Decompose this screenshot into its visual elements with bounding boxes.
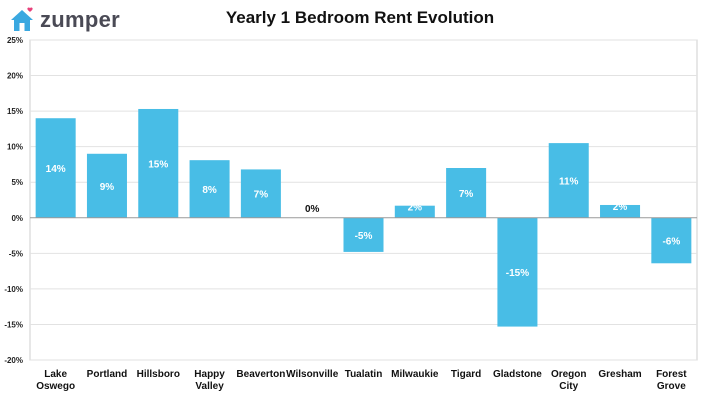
y-tick-label: 15% bbox=[7, 107, 23, 116]
bar bbox=[189, 160, 230, 218]
x-tick-label: Tualatin bbox=[345, 369, 383, 380]
y-tick-label: -5% bbox=[9, 249, 23, 258]
y-tick-label: 20% bbox=[7, 72, 23, 81]
x-tick-label: Gresham bbox=[598, 369, 641, 380]
bar bbox=[600, 204, 641, 218]
data-label: -6% bbox=[662, 237, 680, 248]
data-label: 2% bbox=[613, 202, 628, 213]
y-tick-label: 5% bbox=[11, 178, 23, 187]
y-tick-label: -10% bbox=[4, 285, 23, 294]
data-label: -5% bbox=[355, 231, 373, 242]
bar bbox=[394, 205, 435, 218]
bar bbox=[651, 217, 692, 264]
data-label: 7% bbox=[459, 189, 474, 200]
bar bbox=[35, 118, 76, 218]
y-tick-label: 0% bbox=[11, 214, 23, 223]
brand-logo: zumper bbox=[8, 6, 120, 34]
brand-name: zumper bbox=[40, 7, 121, 32]
bar bbox=[86, 153, 127, 218]
bar bbox=[497, 217, 538, 327]
data-label: 11% bbox=[559, 176, 579, 187]
chart-title: Yearly 1 Bedroom Rent Evolution bbox=[225, 8, 495, 27]
bar bbox=[240, 169, 281, 218]
plot-area bbox=[29, 39, 698, 361]
data-label: 2% bbox=[408, 203, 423, 214]
bar bbox=[138, 108, 179, 218]
x-tick-label: Lake Oswego bbox=[36, 369, 75, 392]
x-tick-label: Oregon City bbox=[551, 369, 587, 392]
x-tick-label: Tigard bbox=[451, 369, 481, 380]
y-tick-label: 25% bbox=[7, 36, 23, 45]
x-tick-label: Beaverton bbox=[236, 369, 285, 380]
y-tick-label: -20% bbox=[4, 356, 23, 365]
x-tick-label: Portland bbox=[87, 369, 128, 380]
bar bbox=[446, 168, 487, 218]
data-label: 9% bbox=[100, 182, 115, 193]
data-label: 15% bbox=[148, 159, 168, 170]
data-label: 7% bbox=[254, 190, 269, 201]
data-label: -15% bbox=[506, 268, 529, 279]
x-tick-label: Wilsonville bbox=[286, 369, 339, 380]
house-icon bbox=[11, 7, 33, 31]
x-tick-label: Milwaukie bbox=[391, 369, 439, 380]
x-tick-label: Gladstone bbox=[493, 369, 542, 380]
heart-icon bbox=[27, 7, 33, 12]
bar bbox=[548, 143, 589, 218]
x-tick-label: Forest Grove bbox=[656, 369, 687, 392]
y-tick-label: -15% bbox=[4, 320, 23, 329]
data-label: 8% bbox=[202, 185, 217, 196]
y-tick-label: 10% bbox=[7, 143, 23, 152]
bar bbox=[343, 217, 384, 252]
data-label: 0% bbox=[305, 204, 320, 215]
x-tick-label: Happy Valley bbox=[194, 369, 225, 392]
x-tick-label: Hillsboro bbox=[137, 369, 180, 380]
data-label: 14% bbox=[46, 164, 66, 175]
